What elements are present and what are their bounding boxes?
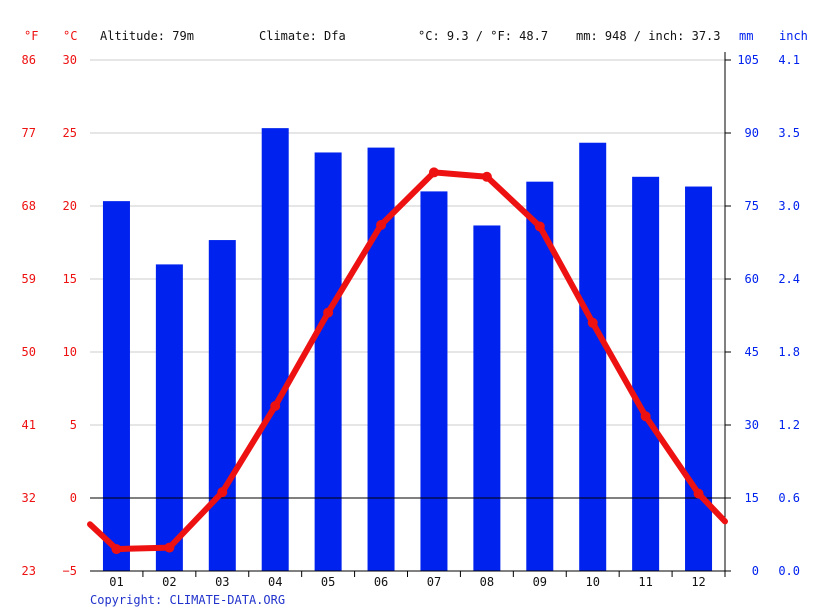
- mm-tick-label: 60: [745, 272, 759, 286]
- temperature-point: [111, 544, 122, 555]
- mm-tick-label: 105: [737, 53, 759, 67]
- fahrenheit-tick-label: 23: [22, 564, 36, 578]
- temperature-average-label: °C: 9.3 / °F: 48.7: [418, 29, 548, 43]
- month-label: 12: [691, 575, 705, 589]
- month-label: 03: [215, 575, 229, 589]
- temperature-point: [693, 488, 704, 499]
- temperature-point: [217, 487, 228, 498]
- mm-tick-label: 0: [752, 564, 759, 578]
- altitude-label: Altitude: 79m: [100, 29, 194, 43]
- precipitation-bar: [579, 142, 607, 571]
- fahrenheit-tick-label: 77: [22, 126, 36, 140]
- celsius-tick-label: 5: [70, 418, 77, 432]
- precipitation-bar: [473, 225, 501, 571]
- month-label: 07: [427, 575, 441, 589]
- month-label: 08: [480, 575, 494, 589]
- celsius-tick-label: 30: [63, 53, 77, 67]
- temperature-point: [270, 401, 281, 412]
- month-label: 04: [268, 575, 282, 589]
- mm-tick-label: 90: [745, 126, 759, 140]
- temperature-point: [534, 221, 545, 232]
- celsius-tick-label: 10: [63, 345, 77, 359]
- precipitation-bar: [261, 128, 289, 571]
- fahrenheit-tick-label: 68: [22, 199, 36, 213]
- inch-tick-label: 3.5: [778, 126, 800, 140]
- inch-tick-label: 3.0: [778, 199, 800, 213]
- celsius-unit-label: °C: [63, 29, 77, 43]
- fahrenheit-tick-label: 50: [22, 345, 36, 359]
- month-label: 06: [374, 575, 388, 589]
- temperature-point: [640, 411, 651, 422]
- month-label: 02: [162, 575, 176, 589]
- precipitation-bar: [685, 186, 713, 572]
- month-label: 09: [533, 575, 547, 589]
- celsius-tick-label: 15: [63, 272, 77, 286]
- fahrenheit-tick-label: 59: [22, 272, 36, 286]
- temperature-point: [164, 542, 175, 553]
- mm-tick-label: 45: [745, 345, 759, 359]
- inch-tick-label: 0.0: [778, 564, 800, 578]
- precipitation-total-label: mm: 948 / inch: 37.3: [576, 29, 721, 43]
- month-label: 01: [109, 575, 123, 589]
- precipitation-bar: [208, 240, 236, 572]
- fahrenheit-tick-label: 32: [22, 491, 36, 505]
- precipitation-bar: [632, 176, 660, 572]
- inch-unit-label: inch: [779, 29, 808, 43]
- celsius-tick-label: 20: [63, 199, 77, 213]
- inch-tick-label: 2.4: [778, 272, 800, 286]
- month-label: 11: [638, 575, 652, 589]
- precipitation-bar: [367, 147, 395, 571]
- celsius-tick-label: −5: [63, 564, 77, 578]
- mm-tick-label: 75: [745, 199, 759, 213]
- copyright-text: Copyright: CLIMATE-DATA.ORG: [90, 593, 285, 607]
- precipitation-bar: [420, 191, 448, 571]
- mm-tick-label: 15: [745, 491, 759, 505]
- precipitation-bar: [102, 201, 130, 571]
- mm-unit-label: mm: [739, 29, 753, 43]
- axis-ticks: [142, 59, 731, 577]
- precipitation-bars: [102, 128, 713, 572]
- climate-label: Climate: Dfa: [259, 29, 346, 43]
- temperature-point: [376, 219, 387, 230]
- temperature-line-path: [87, 169, 728, 553]
- temperature-line: [87, 167, 728, 555]
- fahrenheit-tick-label: 41: [22, 418, 36, 432]
- celsius-tick-label: 0: [70, 491, 77, 505]
- inch-tick-label: 4.1: [778, 53, 800, 67]
- inch-tick-label: 1.2: [778, 418, 800, 432]
- inch-tick-label: 1.8: [778, 345, 800, 359]
- precipitation-bar: [155, 264, 183, 571]
- temperature-point: [323, 307, 334, 318]
- inch-tick-label: 0.6: [778, 491, 800, 505]
- celsius-tick-label: 25: [63, 126, 77, 140]
- mm-tick-label: 30: [745, 418, 759, 432]
- precipitation-bar: [314, 152, 342, 571]
- fahrenheit-tick-label: 86: [22, 53, 36, 67]
- axis-labels: 86 30 105 4.177 25 90 3.568 20 75 3.059 15 60 2.450 1…: [22, 53, 800, 589]
- fahrenheit-unit-label: °F: [24, 29, 38, 43]
- temperature-point: [587, 317, 598, 328]
- month-label: 05: [321, 575, 335, 589]
- temperature-point: [481, 171, 492, 182]
- month-label: 10: [585, 575, 599, 589]
- grid-lines: [90, 59, 725, 499]
- temperature-point: [428, 167, 439, 178]
